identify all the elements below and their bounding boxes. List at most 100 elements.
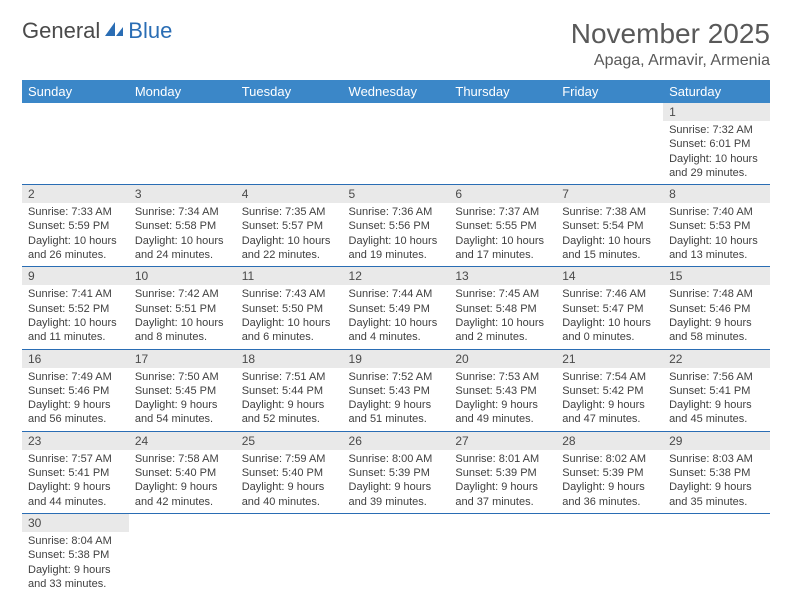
sunrise-text: Sunrise: 8:04 AM bbox=[28, 534, 123, 548]
day-header: Friday bbox=[556, 80, 663, 103]
day-details: Sunrise: 7:42 AMSunset: 5:51 PMDaylight:… bbox=[129, 285, 236, 348]
daylight-text-1: Daylight: 9 hours bbox=[455, 480, 550, 494]
brand-part2: Blue bbox=[128, 18, 172, 44]
calendar-cell: 30Sunrise: 8:04 AMSunset: 5:38 PMDayligh… bbox=[22, 513, 129, 595]
day-number: 25 bbox=[236, 432, 343, 450]
sunrise-text: Sunrise: 7:45 AM bbox=[455, 287, 550, 301]
sunrise-text: Sunrise: 7:56 AM bbox=[669, 370, 764, 384]
day-details: Sunrise: 7:37 AMSunset: 5:55 PMDaylight:… bbox=[449, 203, 556, 266]
daylight-text-2: and 29 minutes. bbox=[669, 166, 764, 180]
calendar-cell: 11Sunrise: 7:43 AMSunset: 5:50 PMDayligh… bbox=[236, 267, 343, 349]
sunrise-text: Sunrise: 7:34 AM bbox=[135, 205, 230, 219]
daylight-text-2: and 6 minutes. bbox=[242, 330, 337, 344]
sunset-text: Sunset: 5:40 PM bbox=[135, 466, 230, 480]
day-header: Monday bbox=[129, 80, 236, 103]
day-number: 13 bbox=[449, 267, 556, 285]
day-number: 11 bbox=[236, 267, 343, 285]
daylight-text-1: Daylight: 10 hours bbox=[242, 234, 337, 248]
calendar-cell: 19Sunrise: 7:52 AMSunset: 5:43 PMDayligh… bbox=[343, 349, 450, 431]
calendar-row: 30Sunrise: 8:04 AMSunset: 5:38 PMDayligh… bbox=[22, 513, 770, 595]
daylight-text-2: and 54 minutes. bbox=[135, 412, 230, 426]
sunrise-text: Sunrise: 7:32 AM bbox=[669, 123, 764, 137]
day-number: 24 bbox=[129, 432, 236, 450]
sunrise-text: Sunrise: 7:42 AM bbox=[135, 287, 230, 301]
day-number: 16 bbox=[22, 350, 129, 368]
sail-icon bbox=[103, 18, 125, 44]
daylight-text-2: and 49 minutes. bbox=[455, 412, 550, 426]
daylight-text-2: and 52 minutes. bbox=[242, 412, 337, 426]
day-number: 29 bbox=[663, 432, 770, 450]
daylight-text-2: and 4 minutes. bbox=[349, 330, 444, 344]
calendar-row: 1Sunrise: 7:32 AMSunset: 6:01 PMDaylight… bbox=[22, 103, 770, 185]
calendar-cell bbox=[556, 103, 663, 185]
sunset-text: Sunset: 6:01 PM bbox=[669, 137, 764, 151]
calendar-cell bbox=[449, 103, 556, 185]
day-number: 14 bbox=[556, 267, 663, 285]
calendar-cell: 14Sunrise: 7:46 AMSunset: 5:47 PMDayligh… bbox=[556, 267, 663, 349]
calendar-cell: 28Sunrise: 8:02 AMSunset: 5:39 PMDayligh… bbox=[556, 431, 663, 513]
calendar-cell: 15Sunrise: 7:48 AMSunset: 5:46 PMDayligh… bbox=[663, 267, 770, 349]
sunrise-text: Sunrise: 7:38 AM bbox=[562, 205, 657, 219]
calendar-cell bbox=[556, 513, 663, 595]
sunset-text: Sunset: 5:38 PM bbox=[669, 466, 764, 480]
day-details: Sunrise: 7:35 AMSunset: 5:57 PMDaylight:… bbox=[236, 203, 343, 266]
daylight-text-2: and 15 minutes. bbox=[562, 248, 657, 262]
sunset-text: Sunset: 5:57 PM bbox=[242, 219, 337, 233]
sunrise-text: Sunrise: 7:51 AM bbox=[242, 370, 337, 384]
daylight-text-1: Daylight: 10 hours bbox=[455, 234, 550, 248]
day-details: Sunrise: 7:53 AMSunset: 5:43 PMDaylight:… bbox=[449, 368, 556, 431]
calendar-row: 2Sunrise: 7:33 AMSunset: 5:59 PMDaylight… bbox=[22, 185, 770, 267]
sunset-text: Sunset: 5:38 PM bbox=[28, 548, 123, 562]
calendar-cell: 12Sunrise: 7:44 AMSunset: 5:49 PMDayligh… bbox=[343, 267, 450, 349]
sunset-text: Sunset: 5:50 PM bbox=[242, 302, 337, 316]
sunset-text: Sunset: 5:39 PM bbox=[349, 466, 444, 480]
day-number: 18 bbox=[236, 350, 343, 368]
daylight-text-2: and 24 minutes. bbox=[135, 248, 230, 262]
calendar-cell: 10Sunrise: 7:42 AMSunset: 5:51 PMDayligh… bbox=[129, 267, 236, 349]
sunset-text: Sunset: 5:42 PM bbox=[562, 384, 657, 398]
daylight-text-2: and 56 minutes. bbox=[28, 412, 123, 426]
day-header: Tuesday bbox=[236, 80, 343, 103]
calendar-cell bbox=[343, 103, 450, 185]
sunrise-text: Sunrise: 7:36 AM bbox=[349, 205, 444, 219]
day-number: 21 bbox=[556, 350, 663, 368]
sunset-text: Sunset: 5:49 PM bbox=[349, 302, 444, 316]
daylight-text-2: and 47 minutes. bbox=[562, 412, 657, 426]
daylight-text-1: Daylight: 10 hours bbox=[669, 234, 764, 248]
day-details: Sunrise: 8:03 AMSunset: 5:38 PMDaylight:… bbox=[663, 450, 770, 513]
daylight-text-1: Daylight: 9 hours bbox=[349, 398, 444, 412]
day-details: Sunrise: 7:33 AMSunset: 5:59 PMDaylight:… bbox=[22, 203, 129, 266]
daylight-text-1: Daylight: 9 hours bbox=[242, 398, 337, 412]
calendar-cell: 5Sunrise: 7:36 AMSunset: 5:56 PMDaylight… bbox=[343, 185, 450, 267]
daylight-text-2: and 13 minutes. bbox=[669, 248, 764, 262]
sunset-text: Sunset: 5:54 PM bbox=[562, 219, 657, 233]
sunset-text: Sunset: 5:47 PM bbox=[562, 302, 657, 316]
daylight-text-1: Daylight: 9 hours bbox=[28, 563, 123, 577]
daylight-text-2: and 36 minutes. bbox=[562, 495, 657, 509]
day-number: 6 bbox=[449, 185, 556, 203]
sunset-text: Sunset: 5:39 PM bbox=[562, 466, 657, 480]
sunrise-text: Sunrise: 7:37 AM bbox=[455, 205, 550, 219]
sunrise-text: Sunrise: 8:02 AM bbox=[562, 452, 657, 466]
daylight-text-1: Daylight: 10 hours bbox=[562, 316, 657, 330]
day-header: Wednesday bbox=[343, 80, 450, 103]
day-details: Sunrise: 7:44 AMSunset: 5:49 PMDaylight:… bbox=[343, 285, 450, 348]
calendar-cell: 7Sunrise: 7:38 AMSunset: 5:54 PMDaylight… bbox=[556, 185, 663, 267]
daylight-text-2: and 8 minutes. bbox=[135, 330, 230, 344]
day-details: Sunrise: 7:32 AMSunset: 6:01 PMDaylight:… bbox=[663, 121, 770, 184]
daylight-text-1: Daylight: 9 hours bbox=[28, 398, 123, 412]
calendar-cell: 22Sunrise: 7:56 AMSunset: 5:41 PMDayligh… bbox=[663, 349, 770, 431]
sunset-text: Sunset: 5:40 PM bbox=[242, 466, 337, 480]
calendar-cell bbox=[663, 513, 770, 595]
sunrise-text: Sunrise: 7:41 AM bbox=[28, 287, 123, 301]
location-text: Apaga, Armavir, Armenia bbox=[571, 52, 770, 70]
calendar-cell: 29Sunrise: 8:03 AMSunset: 5:38 PMDayligh… bbox=[663, 431, 770, 513]
sunset-text: Sunset: 5:39 PM bbox=[455, 466, 550, 480]
day-details: Sunrise: 7:41 AMSunset: 5:52 PMDaylight:… bbox=[22, 285, 129, 348]
calendar-cell: 16Sunrise: 7:49 AMSunset: 5:46 PMDayligh… bbox=[22, 349, 129, 431]
day-number: 8 bbox=[663, 185, 770, 203]
sunset-text: Sunset: 5:44 PM bbox=[242, 384, 337, 398]
day-details: Sunrise: 7:36 AMSunset: 5:56 PMDaylight:… bbox=[343, 203, 450, 266]
daylight-text-2: and 39 minutes. bbox=[349, 495, 444, 509]
day-details: Sunrise: 7:34 AMSunset: 5:58 PMDaylight:… bbox=[129, 203, 236, 266]
